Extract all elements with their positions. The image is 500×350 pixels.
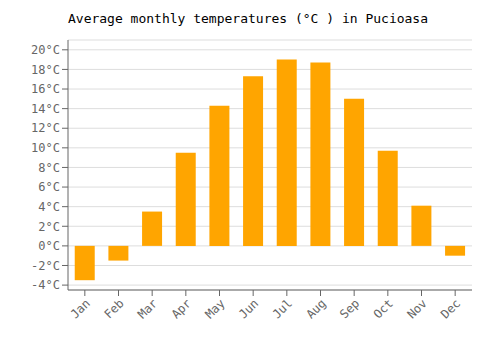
svg-text:20°C: 20°C <box>31 43 60 57</box>
svg-text:Jan: Jan <box>68 296 93 321</box>
svg-text:Feb: Feb <box>101 296 126 321</box>
svg-text:-4°C: -4°C <box>31 278 60 292</box>
svg-text:Apr: Apr <box>169 296 194 321</box>
svg-text:May: May <box>202 296 227 321</box>
svg-text:Sep: Sep <box>337 296 362 321</box>
svg-text:2°C: 2°C <box>38 220 60 234</box>
svg-text:12°C: 12°C <box>31 121 60 135</box>
html-text:Average monthly temperatures (: Average monthly temperatures (°C ) in Pu… <box>68 11 428 26</box>
svg-text:18°C: 18°C <box>31 63 60 77</box>
svg-text:16°C: 16°C <box>31 82 60 96</box>
svg-text:10°C: 10°C <box>31 141 60 155</box>
svg-text:6°C: 6°C <box>38 180 60 194</box>
svg-text:-2°C: -2°C <box>31 259 60 273</box>
svg-text:Jun: Jun <box>236 296 261 321</box>
svg-text:Nov: Nov <box>404 296 429 321</box>
svg-text:Jul: Jul <box>270 296 295 321</box>
svg-text:Mar: Mar <box>135 296 160 321</box>
svg-text:Oct: Oct <box>371 296 396 321</box>
svg-text:14°C: 14°C <box>31 102 60 116</box>
svg-text:8°C: 8°C <box>38 161 60 175</box>
svg-text:Aug: Aug <box>303 296 328 321</box>
svg-text:0°C: 0°C <box>38 239 60 253</box>
svg-text:4°C: 4°C <box>38 200 60 214</box>
svg-text:Dec: Dec <box>438 296 463 321</box>
